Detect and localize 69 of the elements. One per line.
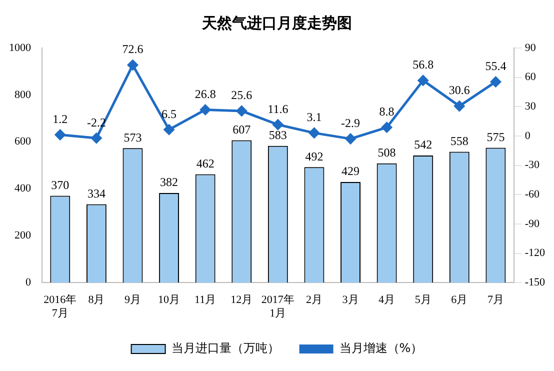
point — [91, 132, 102, 144]
y-tick-label: 200 — [14, 230, 32, 242]
point — [236, 106, 247, 116]
legend-label: 当月增速（%） — [339, 341, 423, 356]
y-tick-label: 1000 — [9, 42, 32, 54]
data-label: 382 — [160, 175, 178, 190]
data-label: 573 — [124, 130, 142, 144]
data-label: 1.2 — [52, 112, 68, 126]
point — [272, 119, 284, 130]
y-tick-label: 400 — [14, 182, 32, 195]
data-label: 11.6 — [268, 102, 288, 116]
x-tick-label: 5月 — [414, 294, 432, 306]
x-tick-label: 7月 — [487, 294, 504, 306]
x-tick-label: 4月 — [378, 294, 396, 306]
y2-tick-label: 0 — [524, 130, 531, 142]
y-tick-label: 800 — [14, 88, 32, 101]
data-label: 462 — [196, 156, 214, 170]
y2-tick-label: 60 — [524, 71, 536, 84]
y2-tick-label: 90 — [524, 42, 536, 54]
data-label: 492 — [305, 149, 324, 164]
x-tick-label: 2月 — [306, 294, 322, 306]
data-label: 56.8 — [412, 58, 434, 72]
y2-tick-label: -30 — [524, 159, 540, 172]
data-label: 72.6 — [122, 42, 144, 56]
x-tick-label: 3月 — [342, 294, 359, 306]
point — [490, 76, 501, 88]
data-label: 558 — [450, 134, 468, 148]
data-label: 508 — [378, 146, 396, 160]
data-label: 26.8 — [194, 86, 216, 101]
data-label: -2.9 — [341, 116, 360, 130]
data-label: 583 — [268, 128, 287, 142]
point — [382, 122, 392, 133]
data-label: 30.6 — [448, 83, 470, 98]
point — [418, 75, 428, 86]
point — [200, 104, 211, 116]
data-label: 429 — [342, 164, 360, 178]
point — [54, 130, 66, 140]
data-label: 55.4 — [485, 58, 506, 73]
x-tick-label: 2016年 7月 — [44, 294, 77, 320]
data-label: 6.5 — [162, 106, 177, 121]
data-label: 8.8 — [379, 104, 394, 119]
x-tick-label: 6月 — [451, 294, 468, 306]
x-tick-label: 9月 — [124, 294, 141, 306]
y-tick-label: 600 — [14, 136, 32, 148]
y2-tick-label: -120 — [524, 247, 546, 260]
data-label: 575 — [486, 130, 505, 144]
chart-title: 天然气进口月度走势图 — [200, 14, 353, 33]
y2-tick-label: -90 — [524, 218, 540, 230]
y2-tick-label: -150 — [524, 276, 546, 288]
data-label: 370 — [51, 178, 70, 192]
data-label: 3.1 — [306, 110, 322, 124]
x-tick-label: 12月 — [230, 294, 253, 306]
y-tick-label: 0 — [26, 276, 32, 288]
x-tick-label: 2017年 1月 — [261, 294, 294, 320]
data-label: 334 — [87, 186, 106, 200]
point — [345, 134, 356, 144]
x-tick-label: 10月 — [158, 294, 180, 306]
x-tick-label: 8月 — [88, 294, 105, 306]
point — [454, 100, 465, 112]
legend-label: 当月进口量（万吨） — [171, 341, 280, 356]
y2-tick-label: -60 — [524, 188, 540, 201]
point — [164, 124, 174, 135]
data-label: 542 — [414, 138, 432, 152]
x-tick-label: 11月 — [194, 294, 216, 306]
point — [127, 60, 138, 70]
point — [308, 128, 320, 138]
data-label: 25.6 — [231, 88, 252, 102]
y2-tick-label: 30 — [524, 100, 536, 113]
data-label: 607 — [232, 122, 251, 136]
